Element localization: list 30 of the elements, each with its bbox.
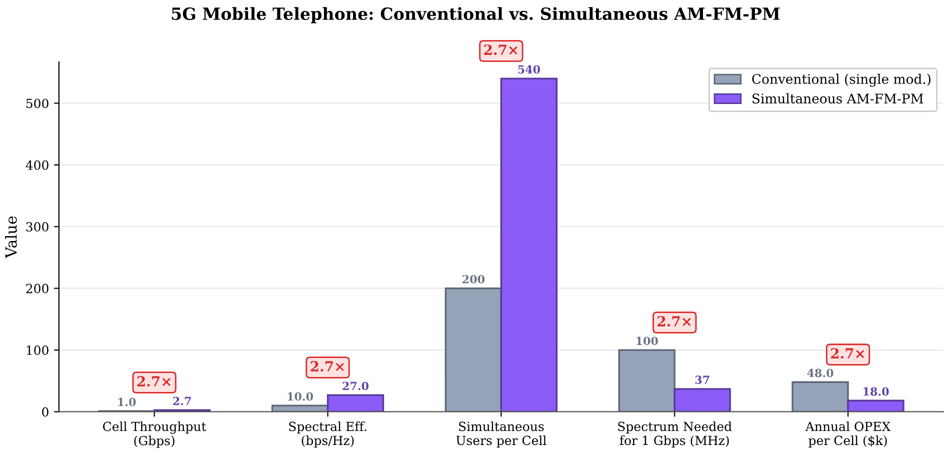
data-label: 48.0 [807, 368, 834, 378]
annotation: 2.7× [658, 316, 691, 327]
x-tick-label: Spectral Eff. (bps/Hz) [289, 421, 366, 448]
data-label: 27.0 [342, 382, 369, 390]
data-label: 2.7 [173, 396, 191, 406]
y-axis-title: Value [5, 216, 17, 258]
data-label: 10.0 [288, 392, 314, 401]
x-tick-label: Simultaneous Users per Cell [456, 421, 546, 448]
annotation: 2.7× [137, 376, 170, 387]
y-tick-label: 300 [26, 222, 48, 232]
x-tick-label: Spectrum Needed for 1 Gbps (MHz) [618, 421, 732, 448]
chart-title: 5G Mobile Telephone: Conventional vs. Simultaneous AM-FM-PM [172, 7, 780, 24]
data-label: 18.0 [864, 387, 889, 396]
y-tick-label: 500 [26, 98, 48, 108]
annotation: 2.7× [831, 348, 864, 359]
legend-label: Conventional (single mod.) [752, 74, 930, 87]
x-tick-label: Cell Throughput (Gbps) [103, 421, 206, 448]
y-tick-label: 100 [26, 346, 48, 355]
data-label: 100 [636, 336, 658, 346]
data-label: 1.0 [118, 398, 136, 406]
y-tick-label: 400 [26, 160, 48, 170]
y-tick-label: 0 [42, 407, 48, 417]
data-label: 37 [695, 376, 710, 384]
data-label: 200 [462, 275, 485, 284]
legend-label: Simultaneous AM-FM-PM [752, 93, 924, 104]
annotation: 2.7× [310, 361, 344, 372]
x-tick-label: Annual OPEX per Cell ($k) [805, 421, 891, 448]
data-label: 540 [518, 65, 540, 74]
annotation: 2.7× [484, 44, 518, 56]
y-tick-label: 200 [26, 284, 48, 294]
